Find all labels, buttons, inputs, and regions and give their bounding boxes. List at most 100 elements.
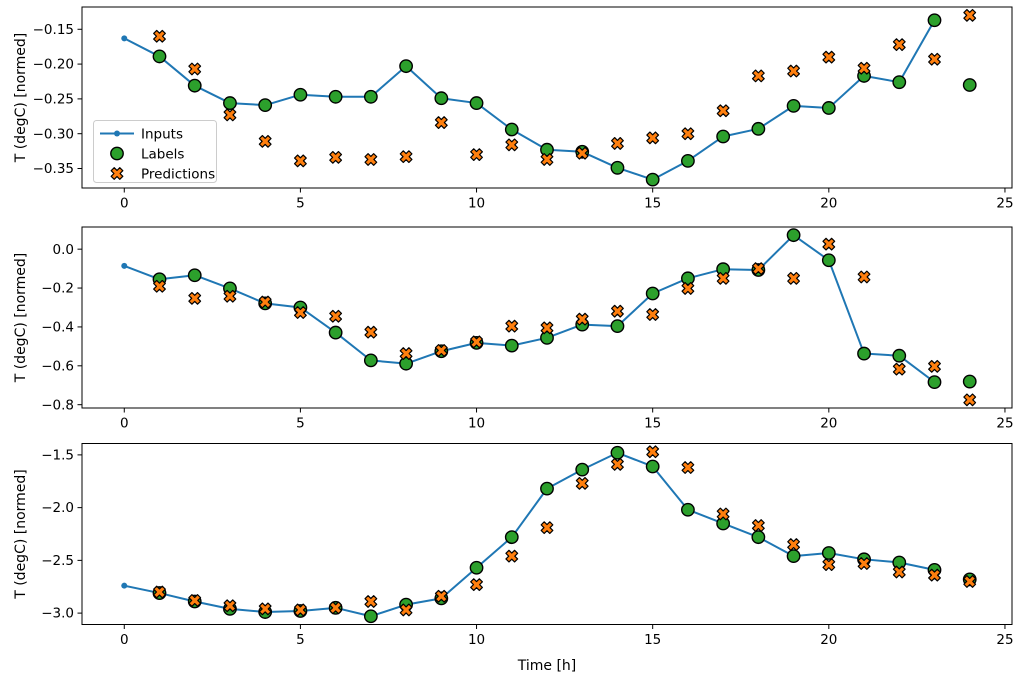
labels-marker (821, 253, 836, 268)
labels-marker (363, 89, 378, 104)
predictions-marker (892, 362, 906, 376)
x-axis-tick-label: 5 (296, 632, 305, 648)
predictions-marker (434, 116, 448, 129)
labels-marker (610, 160, 625, 175)
labels-marker (223, 96, 237, 110)
y-axis: 0.0 −0.2 −0.4 −0.6 −0.8 (41, 242, 82, 413)
y-axis-tick-label: −0.30 (33, 126, 74, 142)
y-axis-label: T (degC) [normed] (13, 253, 29, 384)
labels-marker (610, 319, 625, 334)
labels-marker (927, 375, 942, 390)
x-axis-tick-label: 15 (644, 416, 661, 432)
labels-marker (645, 459, 660, 474)
axes-frame (81, 6, 1013, 189)
labels-marker (152, 49, 167, 64)
predictions-marker (892, 565, 906, 579)
legend-label: Labels (141, 146, 184, 162)
labels-marker (434, 91, 449, 106)
labels-marker (540, 481, 554, 496)
predictions-marker (681, 461, 695, 474)
labels-marker (681, 153, 695, 168)
predictions-marker (223, 108, 237, 122)
labels-series (152, 13, 977, 187)
predictions-marker (681, 127, 695, 141)
predictions-marker (470, 578, 483, 592)
x-axis-tick-label: 10 (468, 196, 485, 212)
predictions-marker (364, 325, 378, 339)
predictions-marker (153, 279, 166, 293)
predictions-marker (716, 104, 730, 118)
subplot-2: 0 5 10 15 20 25 0.0 −0.2 −0.4 −0.6 −0.8 T (degC) [n… (13, 226, 1014, 432)
predictions-marker (892, 38, 906, 52)
inputs-marker (121, 582, 128, 589)
predictions-marker (928, 52, 941, 66)
y-axis-tick-label: 0.0 (53, 242, 74, 258)
inputs-marker (121, 262, 128, 269)
predictions-marker (963, 8, 977, 22)
labels-marker (610, 445, 625, 460)
axes-frame (81, 443, 1013, 625)
predictions-marker (258, 134, 272, 148)
predictions-marker (857, 61, 871, 75)
predictions-marker (293, 306, 307, 319)
x-axis-tick-label: 0 (120, 632, 129, 648)
predictions-marker (646, 131, 660, 145)
predictions-marker (329, 150, 343, 164)
predictions-marker (751, 519, 765, 532)
y-axis-label: T (degC) [normed] (13, 33, 29, 164)
labels-marker (293, 87, 308, 102)
labels-marker (927, 13, 942, 28)
legend-predictions-marker (110, 167, 124, 180)
inputs-line (123, 234, 936, 384)
labels-marker (962, 374, 977, 389)
predictions-marker (787, 538, 801, 551)
predictions-marker (822, 558, 836, 572)
labels-marker (857, 346, 871, 361)
predictions-marker (223, 289, 237, 303)
predictions-marker (188, 291, 202, 305)
predictions-marker (822, 237, 836, 251)
predictions-marker (751, 262, 765, 276)
y-axis-tick-label: −0.20 (33, 57, 74, 73)
predictions-marker (822, 50, 836, 64)
x-axis-tick-label: 10 (468, 416, 485, 432)
predictions-marker (611, 457, 624, 471)
inputs-series (121, 232, 938, 386)
legend-inputs-dot (114, 130, 120, 137)
y-axis-tick-label: −0.6 (41, 358, 74, 374)
x-axis-tick-label: 5 (296, 416, 305, 432)
predictions-marker (399, 347, 413, 360)
predictions-marker (258, 295, 272, 309)
x-axis-tick-label: 0 (120, 196, 129, 212)
x-axis-label: Time [h] (517, 658, 577, 674)
predictions-marker (857, 557, 871, 570)
axes-frame (81, 226, 1013, 409)
labels-marker (681, 271, 695, 286)
legend-label: Predictions (141, 166, 215, 182)
inputs-line (123, 451, 936, 618)
y-axis-tick-label: −2.5 (41, 553, 74, 569)
predictions-marker (575, 146, 589, 160)
predictions-marker (188, 62, 202, 76)
labels-marker (716, 129, 731, 144)
y-axis-tick-label: −3.0 (41, 606, 74, 622)
predictions-marker (928, 568, 941, 582)
predictions-marker (364, 153, 378, 166)
labels-marker (328, 89, 343, 104)
labels-marker (716, 516, 731, 531)
predictions-marker (329, 309, 343, 323)
predictions-marker (364, 595, 378, 608)
predictions-marker (646, 308, 660, 321)
labels-marker (751, 121, 766, 136)
labels-marker (540, 142, 554, 157)
predictions-marker (646, 445, 660, 459)
labels-marker (786, 549, 801, 564)
legend-item-inputs: Inputs (100, 126, 183, 142)
predictions-marker (329, 601, 343, 615)
y-axis-tick-label: −0.4 (41, 320, 74, 336)
predictions-marker (928, 359, 941, 373)
labels-marker (892, 75, 907, 90)
labels-marker (821, 546, 836, 560)
subplot-3: 0 5 10 15 20 25 −1.5 −2.0 −2.5 −3.0 T (degC) [norm… (13, 443, 1014, 674)
